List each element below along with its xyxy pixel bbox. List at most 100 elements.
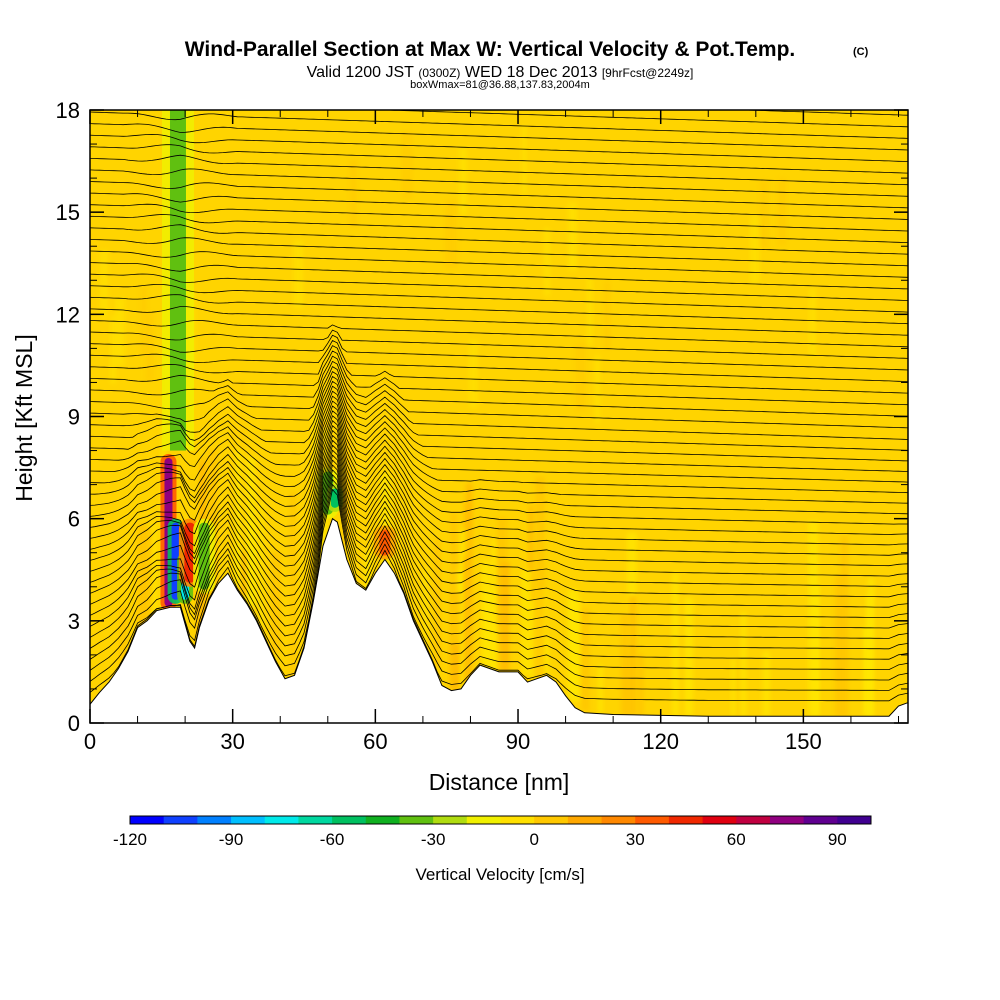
field-streak xyxy=(465,483,473,683)
isentrope xyxy=(90,329,908,359)
chart-title: Wind-Parallel Section at Max W: Vertical… xyxy=(185,38,796,61)
valid-fcst: [9hrFcst@2249z] xyxy=(602,66,694,80)
field-streak xyxy=(246,457,256,604)
isentrope xyxy=(90,395,908,504)
field-streak xyxy=(762,651,770,717)
y-tick-label: 12 xyxy=(56,302,80,327)
colorbar-label: Vertical Velocity [cm/s] xyxy=(415,865,584,884)
isentrope xyxy=(90,410,908,535)
field-streak xyxy=(458,147,468,216)
field-streak xyxy=(636,653,644,715)
plot-area xyxy=(90,110,908,723)
isentrope xyxy=(90,415,908,546)
isentrope xyxy=(372,110,908,128)
field-streak xyxy=(450,591,462,691)
field-streak xyxy=(99,249,109,318)
colorbar-tick-label: -60 xyxy=(320,830,345,849)
field-streak xyxy=(759,179,769,249)
field-streak xyxy=(271,551,281,653)
field-streak xyxy=(110,315,117,384)
field-streak xyxy=(834,576,844,717)
x-tick-label: 0 xyxy=(84,729,96,754)
isentrope xyxy=(90,350,908,406)
field-streak xyxy=(486,590,495,668)
field-streak xyxy=(380,472,391,566)
terrain xyxy=(90,517,908,723)
isentrope xyxy=(90,284,908,313)
isentrope xyxy=(90,203,908,232)
isentrope xyxy=(90,237,908,267)
field-streak xyxy=(500,562,510,672)
colorbar-swatch xyxy=(399,816,434,824)
isentrope xyxy=(90,444,908,608)
isentrope xyxy=(90,133,908,162)
isentrope xyxy=(90,459,908,639)
colorbar-swatch xyxy=(736,816,771,824)
isentrope xyxy=(90,424,908,567)
colorbar-tick-label: 90 xyxy=(828,830,847,849)
y-tick-label: 15 xyxy=(56,200,80,225)
field-streak xyxy=(140,286,149,355)
isentrope xyxy=(90,294,908,325)
isentrope xyxy=(90,385,908,483)
isentrope xyxy=(90,339,908,382)
isentrope xyxy=(90,360,908,429)
field-streak xyxy=(684,597,694,716)
field-streak xyxy=(535,476,545,680)
colorbar-swatch xyxy=(803,816,838,824)
copyright-mark: (C) xyxy=(853,46,869,58)
chart-subtitle: Valid 1200 JST (0300Z) WED 18 Dec 2013 [… xyxy=(307,64,694,81)
field-streak xyxy=(114,298,125,367)
field-streak xyxy=(293,240,303,309)
y-tick-label: 3 xyxy=(68,609,80,634)
valid-zulu: (0300Z) xyxy=(418,66,460,80)
isentrope xyxy=(90,375,908,462)
isentrope xyxy=(90,168,908,197)
isentrope xyxy=(90,144,908,174)
field-streak xyxy=(464,556,469,685)
field-streak xyxy=(542,638,550,677)
isentrope xyxy=(90,334,908,371)
x-axis-label: Distance [nm] xyxy=(429,769,570,795)
field-streak xyxy=(119,607,128,668)
y-tick-label: 18 xyxy=(56,98,80,123)
colorbar-swatch xyxy=(130,816,165,824)
field-streak xyxy=(568,202,577,271)
isentrope xyxy=(90,454,908,629)
colorbar-swatch xyxy=(298,816,333,824)
isentrope xyxy=(90,154,908,186)
box-info: boxWmax=81@36.88,137.83,2004m xyxy=(410,79,590,91)
valid-date: WED 18 Dec 2013 xyxy=(465,64,598,81)
field-streak xyxy=(451,643,460,691)
field-streak xyxy=(235,385,242,587)
colorbar-swatch xyxy=(163,816,198,824)
field-streak xyxy=(150,522,157,617)
field-streak xyxy=(581,608,590,711)
isentrope xyxy=(90,488,908,702)
colorbar-swatch xyxy=(332,816,367,824)
isentrope xyxy=(90,420,908,556)
isentrope xyxy=(90,429,908,577)
y-tick-label: 9 xyxy=(68,405,80,430)
colorbar-tick-label: -30 xyxy=(421,830,446,849)
isentrope xyxy=(90,380,908,472)
isentrope xyxy=(90,449,908,618)
x-tick-label: 120 xyxy=(642,729,679,754)
isentrope xyxy=(90,355,908,417)
isentrope xyxy=(90,439,908,598)
colorbar-swatch xyxy=(231,816,266,824)
field-streak xyxy=(598,664,603,714)
isentrope xyxy=(731,110,908,116)
isentrope xyxy=(90,478,908,681)
colorbar-swatch xyxy=(500,816,535,824)
colorbar-swatch xyxy=(668,816,704,824)
field-streak xyxy=(587,277,593,346)
field-streak xyxy=(445,199,458,268)
colorbar-tick-label: 30 xyxy=(626,830,645,849)
isentrope xyxy=(90,400,908,515)
colorbar-tick-label: 0 xyxy=(529,830,538,849)
isentrope xyxy=(90,469,908,660)
velocity-feature xyxy=(330,488,339,508)
y-axis-label: Height [Kft MSL] xyxy=(11,334,37,501)
field-streak xyxy=(731,658,736,717)
